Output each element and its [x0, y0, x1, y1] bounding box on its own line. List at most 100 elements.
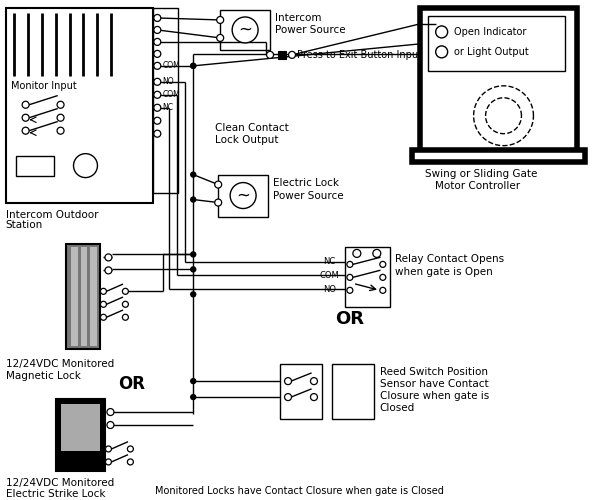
Circle shape	[154, 117, 161, 124]
Circle shape	[101, 314, 107, 320]
Bar	[15, 156, 54, 176]
Circle shape	[215, 199, 222, 206]
Text: Motor Controller: Motor Controller	[434, 180, 520, 190]
Circle shape	[107, 408, 114, 416]
Circle shape	[347, 274, 353, 280]
Circle shape	[128, 446, 134, 452]
Circle shape	[105, 459, 111, 465]
Circle shape	[191, 394, 195, 400]
Circle shape	[154, 130, 161, 137]
Text: Electric Strike Lock: Electric Strike Lock	[6, 489, 105, 499]
Text: Power Source: Power Source	[275, 25, 346, 35]
Circle shape	[347, 262, 353, 268]
Text: NO: NO	[323, 285, 336, 294]
Circle shape	[154, 62, 161, 70]
Circle shape	[154, 104, 161, 111]
Circle shape	[380, 288, 386, 294]
Circle shape	[217, 34, 224, 42]
Circle shape	[154, 50, 161, 58]
Circle shape	[284, 394, 291, 400]
Text: or Light Output: or Light Output	[454, 47, 529, 57]
Circle shape	[57, 114, 64, 121]
Text: Lock Output: Lock Output	[215, 134, 279, 144]
Circle shape	[436, 46, 448, 58]
Text: Intercom Outdoor: Intercom Outdoor	[6, 210, 98, 220]
Text: Closed: Closed	[380, 403, 415, 413]
Text: NC: NC	[162, 104, 173, 112]
Bar	[345, 248, 390, 308]
Text: NC: NC	[323, 257, 335, 266]
Text: Clean Contact: Clean Contact	[215, 122, 289, 132]
Text: Magnetic Lock: Magnetic Lock	[6, 371, 80, 381]
Text: 12/24VDC Monitored: 12/24VDC Monitored	[6, 478, 114, 488]
Bar	[332, 364, 374, 419]
Circle shape	[191, 267, 195, 272]
Text: Swing or Sliding Gate: Swing or Sliding Gate	[425, 168, 537, 178]
Bar	[280, 364, 322, 419]
Bar	[153, 8, 178, 192]
Circle shape	[107, 422, 114, 428]
Circle shape	[154, 38, 161, 46]
Circle shape	[284, 378, 291, 384]
Text: NO: NO	[162, 78, 174, 86]
Bar	[80, 248, 88, 346]
Circle shape	[217, 16, 224, 24]
Bar	[412, 150, 585, 162]
Bar	[218, 174, 268, 216]
Text: ~: ~	[236, 186, 250, 204]
Bar	[61, 404, 101, 451]
Circle shape	[154, 92, 161, 98]
Bar	[66, 244, 101, 349]
Circle shape	[73, 154, 98, 178]
Circle shape	[154, 14, 161, 21]
Circle shape	[122, 302, 128, 308]
Circle shape	[128, 459, 134, 465]
Circle shape	[380, 274, 386, 280]
Circle shape	[57, 127, 64, 134]
Circle shape	[122, 288, 128, 294]
Text: OR: OR	[119, 375, 145, 393]
Circle shape	[266, 52, 274, 59]
Bar	[91, 248, 98, 346]
Circle shape	[436, 26, 448, 38]
Circle shape	[373, 250, 381, 258]
Circle shape	[191, 197, 195, 202]
Circle shape	[311, 394, 318, 400]
Circle shape	[311, 378, 318, 384]
Circle shape	[380, 262, 386, 268]
Circle shape	[191, 252, 195, 257]
Circle shape	[191, 64, 195, 68]
Circle shape	[105, 267, 112, 274]
Text: Station: Station	[6, 220, 43, 230]
Circle shape	[101, 288, 107, 294]
Circle shape	[154, 78, 161, 86]
Circle shape	[288, 52, 296, 59]
Text: COM: COM	[320, 271, 340, 280]
Circle shape	[191, 172, 195, 177]
Circle shape	[22, 127, 29, 134]
Text: Sensor have Contact: Sensor have Contact	[380, 379, 489, 389]
Bar	[55, 399, 105, 471]
Text: Monitored Locks have Contact Closure when gate is Closed: Monitored Locks have Contact Closure whe…	[156, 486, 444, 496]
Circle shape	[122, 314, 128, 320]
Text: COM: COM	[162, 62, 180, 70]
Bar	[428, 16, 566, 71]
Text: 12/24VDC Monitored: 12/24VDC Monitored	[6, 359, 114, 369]
Text: Intercom: Intercom	[275, 13, 322, 23]
Text: ~: ~	[238, 21, 252, 39]
Text: COM: COM	[162, 90, 180, 100]
Circle shape	[22, 114, 29, 121]
Circle shape	[191, 292, 195, 297]
Circle shape	[101, 302, 107, 308]
Circle shape	[191, 378, 195, 384]
Text: Reed Switch Position: Reed Switch Position	[380, 367, 488, 377]
Bar	[70, 248, 77, 346]
Circle shape	[57, 102, 64, 108]
Circle shape	[232, 17, 258, 43]
Text: Monitor Input: Monitor Input	[11, 81, 76, 91]
Bar	[278, 51, 286, 59]
Circle shape	[215, 181, 222, 188]
Text: when gate is Open: when gate is Open	[395, 268, 492, 278]
Text: OR: OR	[335, 310, 364, 328]
Circle shape	[105, 254, 112, 261]
